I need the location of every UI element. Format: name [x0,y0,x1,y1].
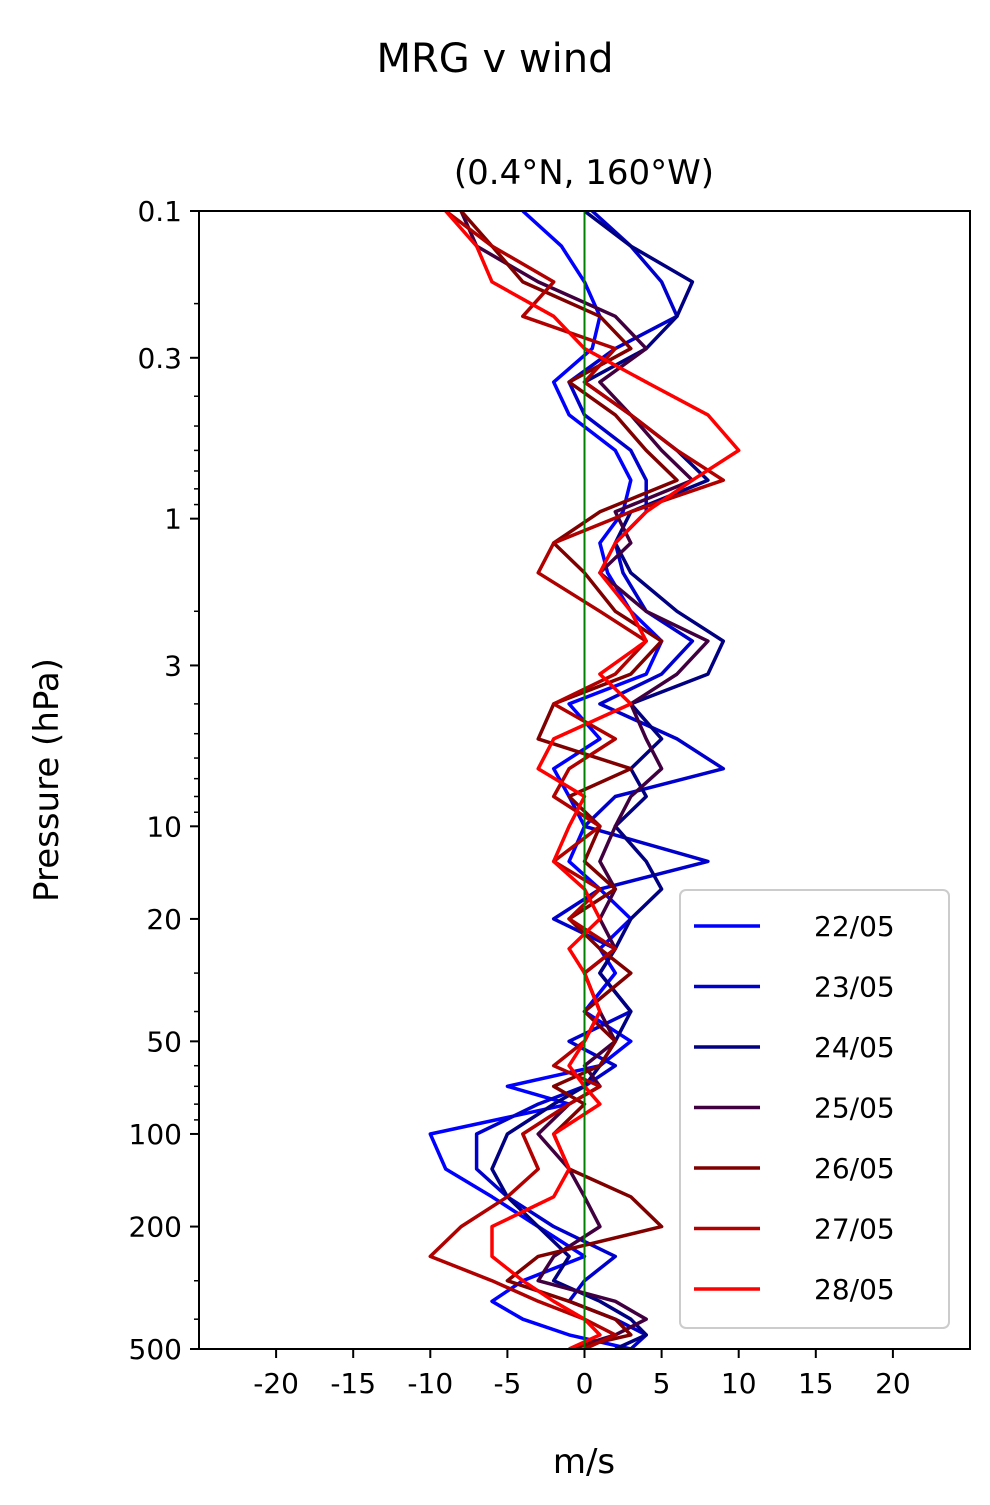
y-tick-label: 200 [129,1211,182,1244]
x-tick-label: -10 [407,1367,453,1400]
x-tick-label: 0 [576,1367,594,1400]
y-tick-label: 50 [146,1025,182,1058]
legend-label: 23/05 [814,971,895,1004]
series-line-28-05 [444,211,741,1349]
x-tick-label: 5 [653,1367,671,1400]
y-tick-label: 100 [129,1118,182,1151]
x-tick-label: -15 [330,1367,376,1400]
x-tick-label: 10 [721,1367,757,1400]
x-tick-label: -20 [253,1367,299,1400]
legend-label: 26/05 [814,1152,895,1185]
legend-label: 28/05 [814,1273,895,1306]
y-tick-label: 0.1 [137,195,182,228]
series-line-22-05 [428,211,664,1349]
y-tick-label: 20 [146,903,182,936]
series-line-27-05 [428,211,726,1349]
x-tick-label: 20 [875,1367,911,1400]
legend-box [679,889,950,1329]
x-tick-label: 15 [798,1367,834,1400]
y-axis-label: Pressure (hPa) [27,658,67,902]
y-tick-label: 10 [146,810,182,843]
series-line-25-05 [459,211,710,1349]
y-tick-label: 1 [164,503,182,536]
plot-area: -20 -15 -10 -5 0 5 10 15 20 0.1 0.3 1 3 10 20 50 100 200 5… [129,195,971,1400]
y-tick-label: 500 [129,1333,182,1366]
chart-subtitle: (0.4°N, 160°W) [454,153,714,193]
x-axis-label: m/s [553,1442,615,1482]
legend: 22/05 23/05 24/05 25/05 26/05 27/05 28/05 [679,889,950,1329]
legend-label: 25/05 [814,1092,895,1125]
chart-title: MRG v wind [377,36,614,82]
series-line-23-05 [474,211,726,1349]
series-lines [428,211,741,1349]
y-tick-label: 3 [164,649,182,682]
legend-label: 22/05 [814,910,895,943]
x-tick-label: -5 [493,1367,521,1400]
legend-label: 24/05 [814,1031,895,1064]
legend-label: 27/05 [814,1213,895,1246]
y-tick-label: 0.3 [137,342,182,375]
series-line-26-05 [459,211,679,1349]
